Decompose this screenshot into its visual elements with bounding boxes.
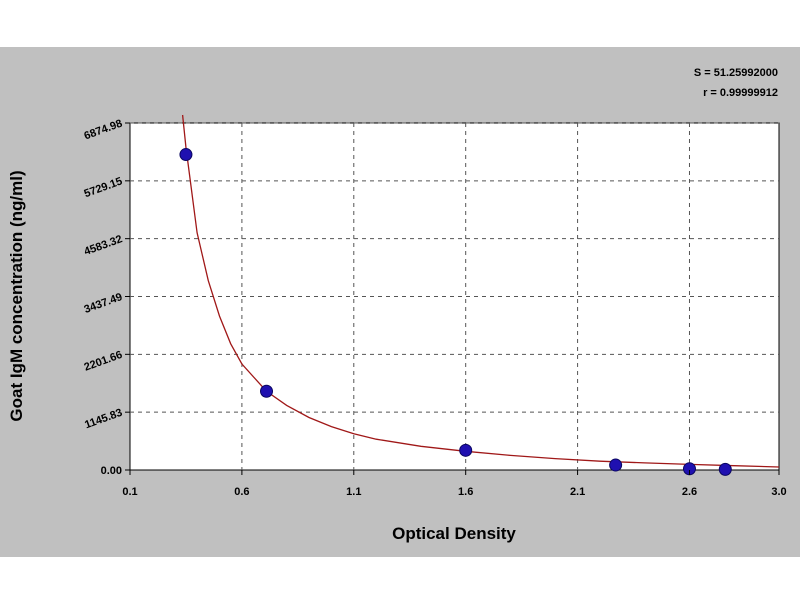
data-point	[609, 458, 623, 472]
y-tick-label: 4583.32	[83, 233, 124, 258]
y-axis-title: Goat IgM concentration (ng/ml)	[7, 170, 26, 421]
y-tick-label: 3437.49	[83, 291, 124, 316]
x-tick-label: 2.6	[682, 486, 697, 498]
x-tick-label: 3.0	[771, 486, 786, 498]
x-tick-label: 2.1	[570, 486, 585, 498]
y-tick-label: 1145.83	[83, 407, 124, 432]
y-axis-ticks: 0.00 1145.83 2201.66 3437.49 4583.32 5729.15 6…	[83, 118, 130, 477]
data-point	[260, 384, 274, 398]
y-tick-label: 2201.66	[83, 349, 124, 374]
x-tick-label: 1.6	[458, 486, 473, 498]
x-axis-ticks: 0.1 0.6 1.1 1.6 2.1 2.6 3.0	[122, 470, 787, 498]
y-tick-label: 6874.98	[83, 118, 124, 143]
data-point	[718, 462, 732, 476]
x-tick-label: 1.1	[346, 486, 361, 498]
x-tick-label: 0.1	[122, 486, 137, 498]
fit-curve	[181, 114, 780, 468]
y-tick-label: 5729.15	[83, 175, 124, 200]
x-axis-title: Optical Density	[392, 524, 516, 543]
fit-stat-r: r = 0.99999912	[703, 87, 778, 99]
fit-curve-layer	[181, 114, 780, 468]
grid-lines	[130, 122, 779, 470]
x-tick-label: 0.6	[234, 486, 249, 498]
y-tick-label: 0.00	[101, 465, 122, 477]
fit-stat-s: S = 51.25992000	[694, 67, 778, 79]
data-point	[179, 148, 193, 162]
data-points-layer	[179, 148, 732, 476]
data-point	[459, 443, 473, 457]
plot-area	[129, 122, 780, 471]
